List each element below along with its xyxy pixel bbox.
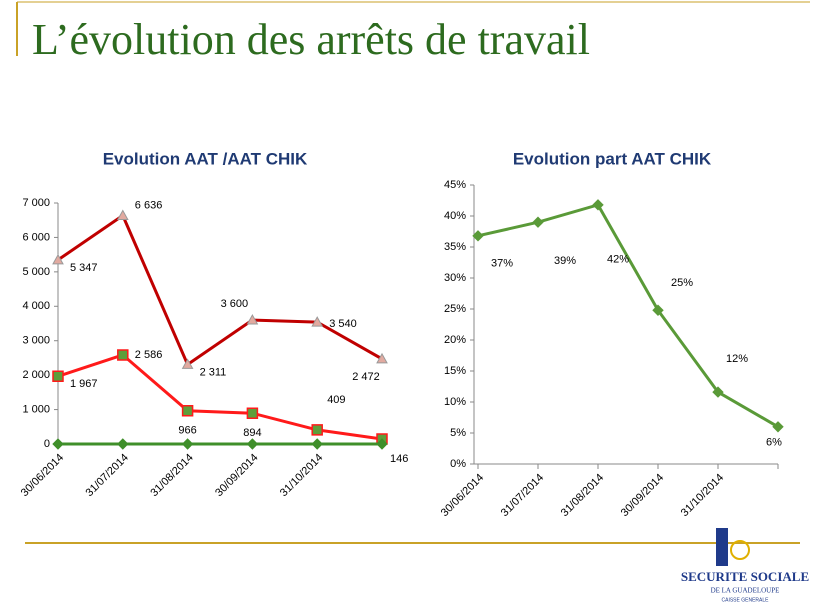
data-point — [376, 352, 388, 364]
y-tick-label: 10% — [444, 396, 466, 408]
y-tick-label: 3 000 — [22, 335, 50, 347]
y-tick-label: 7 000 — [22, 197, 50, 209]
data-point — [311, 438, 323, 450]
data-label: 3 600 — [221, 298, 249, 310]
y-tick-label: 0% — [450, 458, 466, 470]
y-tick-label: 6 000 — [22, 231, 50, 243]
chart-title: Evolution AAT /AAT CHIK — [103, 149, 308, 168]
data-point — [652, 304, 664, 316]
data-point — [246, 438, 259, 450]
chart-title: Evolution part AAT CHIK — [513, 149, 712, 168]
data-label: 6% — [766, 437, 782, 449]
data-point — [117, 349, 129, 361]
data-label: 146 — [390, 453, 408, 465]
data-point — [772, 421, 784, 433]
logo-mark — [716, 528, 728, 566]
data-point — [52, 438, 64, 450]
data-label: 2 311 — [200, 366, 227, 378]
y-tick-label: 45% — [444, 179, 466, 191]
data-label: 3 540 — [329, 318, 357, 330]
y-tick-label: 5% — [450, 427, 466, 439]
y-tick-label: 1 000 — [22, 403, 50, 415]
y-tick-label: 25% — [444, 303, 466, 315]
data-point — [181, 438, 194, 450]
y-tick-label: 40% — [444, 210, 466, 222]
data-point — [472, 230, 484, 242]
data-label: 2 586 — [135, 349, 163, 361]
data-label: 37% — [491, 258, 513, 270]
logo: SECURITE SOCIALE DE LA GUADELOUPE CAISSE… — [681, 528, 809, 603]
data-point — [246, 314, 259, 325]
series-line — [57, 213, 383, 367]
logo-text: DE LA GUADELOUPE — [711, 587, 780, 595]
data-point — [181, 404, 194, 417]
y-tick-label: 30% — [444, 272, 466, 284]
series-line — [477, 203, 779, 429]
data-point — [246, 407, 259, 419]
data-label: 2 472 — [352, 371, 380, 383]
y-tick-label: 15% — [444, 365, 466, 377]
data-label: 409 — [327, 394, 345, 406]
logo-mark — [730, 540, 750, 560]
data-point — [52, 253, 64, 265]
data-point — [376, 438, 388, 450]
data-label: 6 636 — [135, 199, 163, 211]
data-point — [117, 438, 129, 450]
y-tick-label: 0 — [44, 438, 50, 450]
data-label: 5 347 — [70, 262, 98, 274]
y-tick-label: 2 000 — [22, 369, 50, 381]
y-tick-label: 4 000 — [22, 300, 50, 312]
data-point — [532, 216, 544, 228]
data-label: 12% — [726, 353, 748, 365]
data-point — [116, 209, 129, 221]
data-point — [592, 199, 604, 211]
logo-text: CAISSE GENERALE — [722, 597, 770, 603]
data-label: 966 — [178, 425, 196, 437]
y-tick-label: 35% — [444, 241, 466, 253]
data-point — [311, 316, 324, 327]
data-point — [712, 386, 724, 398]
series-line — [57, 353, 383, 441]
logo-text: SECURITE SOCIALE — [681, 569, 809, 584]
data-label: 894 — [243, 427, 261, 439]
data-point — [311, 424, 323, 436]
slide-title: L’évolution des arrêts de travail — [32, 15, 590, 64]
data-point — [181, 358, 194, 369]
data-label: 1 967 — [70, 378, 98, 390]
y-tick-label: 20% — [444, 334, 466, 346]
data-point — [52, 370, 64, 383]
y-tick-label: 5 000 — [22, 266, 50, 278]
data-label: 39% — [554, 255, 576, 267]
data-label: 42% — [607, 254, 629, 266]
data-label: 25% — [671, 277, 693, 289]
